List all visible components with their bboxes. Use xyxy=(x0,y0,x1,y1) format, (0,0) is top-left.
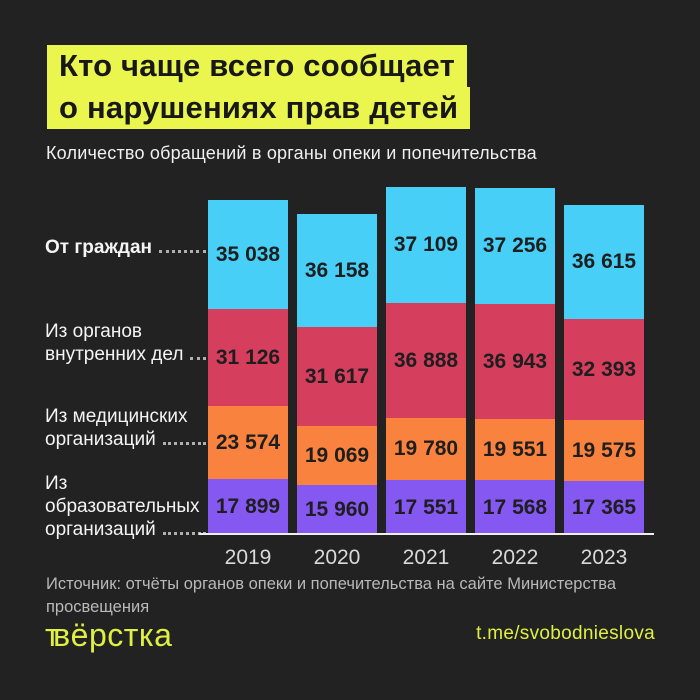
category-label: Из органов внутренних дел xyxy=(45,320,206,366)
chart-subtitle: Количество обращений в органы опеки и по… xyxy=(46,143,537,163)
year-label-2021: 2021 xyxy=(402,546,450,569)
x-axis-line xyxy=(199,533,654,535)
bar-segment: 19 780 xyxy=(386,418,466,480)
bar-segment: 23 574 xyxy=(208,406,288,479)
bar-2022: 37 256 36 943 19 551 17 568 xyxy=(475,188,555,535)
dotted-leader xyxy=(162,428,206,445)
dotted-leader xyxy=(162,518,206,535)
logo-ligature-prefix: т xyxy=(45,617,61,653)
category-label-text: Из органов xyxy=(45,321,143,342)
segment-value: 19 575 xyxy=(571,438,637,462)
bar-segment: 19 575 xyxy=(564,420,644,481)
bar-segment: 31 126 xyxy=(208,309,288,406)
segment-value: 17 899 xyxy=(215,495,281,518)
page-title: Кто чаще всего сообщает о нарушениях пра… xyxy=(47,45,471,129)
bar-segment: 36 615 xyxy=(564,205,644,319)
segment-value: 19 069 xyxy=(304,443,370,467)
title-line-1: Кто чаще всего сообщает xyxy=(47,45,467,87)
bar-2019: 35 038 31 126 23 574 17 899 xyxy=(208,200,288,535)
bar-segment: 17 568 xyxy=(475,480,555,535)
dotted-leader xyxy=(190,343,206,360)
bar-segment: 35 038 xyxy=(208,200,288,309)
year-label-2022: 2022 xyxy=(491,546,539,569)
category-label-text: Из медицинских xyxy=(45,406,188,427)
segment-value: 17 551 xyxy=(393,495,459,519)
category-label-text: организаций xyxy=(45,519,156,540)
title-line-2: о нарушениях прав детей xyxy=(47,87,471,129)
bar-segment: 36 158 xyxy=(297,214,377,327)
segment-value: 36 888 xyxy=(393,348,459,372)
bar-segment: 36 888 xyxy=(386,303,466,418)
segment-value: 36 615 xyxy=(571,250,637,273)
bar-segment: 37 109 xyxy=(386,187,466,303)
segment-value: 37 256 xyxy=(482,234,548,257)
year-label-2023: 2023 xyxy=(580,546,628,569)
verstka-logo: твёрстка xyxy=(45,617,172,654)
segment-value: 36 158 xyxy=(304,258,370,282)
bar-segment: 36 943 xyxy=(475,304,555,419)
segment-value: 23 574 xyxy=(215,430,281,454)
bar-segment: 19 069 xyxy=(297,426,377,485)
segment-value: 32 393 xyxy=(571,357,637,381)
category-label: От граждан xyxy=(45,236,206,259)
segment-value: 37 109 xyxy=(393,233,459,256)
segment-value: 36 943 xyxy=(482,349,548,373)
year-label-2019: 2019 xyxy=(224,546,272,569)
bar-segment: 19 551 xyxy=(475,419,555,480)
segment-value: 19 551 xyxy=(482,437,548,461)
segment-value: 31 617 xyxy=(304,364,370,388)
category-label-text: От граждан xyxy=(45,237,153,258)
segment-value: 17 365 xyxy=(571,496,637,519)
category-label: Из медицинских организаций xyxy=(45,405,206,451)
bar-segment: 17 551 xyxy=(386,480,466,535)
year-label-2020: 2020 xyxy=(313,546,361,569)
segment-value: 31 126 xyxy=(215,345,281,369)
category-label: Из образовательных организаций xyxy=(45,472,206,541)
category-label-text: внутренних дел xyxy=(45,344,184,365)
bar-segment: 31 617 xyxy=(297,327,377,426)
segment-value: 15 960 xyxy=(304,498,370,521)
bar-segment: 32 393 xyxy=(564,319,644,420)
bar-segment: 15 960 xyxy=(297,485,377,535)
source-note: Источник: отчёты органов опеки и попечит… xyxy=(46,575,617,616)
logo-text: вёрстка xyxy=(53,617,173,653)
segment-value: 17 568 xyxy=(482,495,548,519)
category-label-text: организаций xyxy=(45,429,156,450)
category-label-text: образовательных xyxy=(45,496,200,517)
bar-segment: 17 899 xyxy=(208,479,288,535)
bar-segment: 17 365 xyxy=(564,481,644,535)
category-label-text: Из xyxy=(45,473,68,494)
telegram-link[interactable]: t.me/svobodnieslova xyxy=(476,623,655,644)
segment-value: 19 780 xyxy=(393,437,459,460)
segment-value: 35 038 xyxy=(215,242,281,266)
bar-segment: 37 256 xyxy=(475,188,555,304)
bar-2020: 36 158 31 617 19 069 15 960 xyxy=(297,214,377,535)
dotted-leader xyxy=(159,236,206,253)
bar-2023: 36 615 32 393 19 575 17 365 xyxy=(564,205,644,535)
bar-2021: 37 109 36 888 19 780 17 551 xyxy=(386,187,466,535)
